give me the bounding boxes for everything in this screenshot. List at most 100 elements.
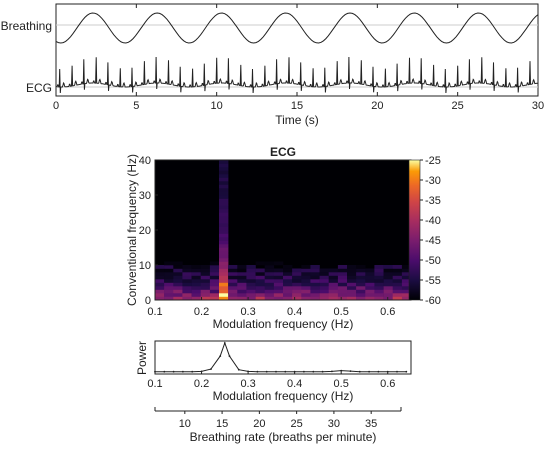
heatmap-cell xyxy=(246,282,256,287)
breathing-rate-ticks: 10 15 20 25 30 35 xyxy=(154,407,402,430)
time-tick-label: 20 xyxy=(371,100,383,112)
heatmap-cell xyxy=(319,275,329,280)
heatmap-cell xyxy=(273,296,284,301)
heatmap-cell xyxy=(164,289,174,294)
heatmap-cell xyxy=(219,237,229,241)
power-point xyxy=(368,370,370,373)
heatmap-cell xyxy=(255,279,265,283)
heatmap-cell xyxy=(219,188,229,192)
heatmap-cell xyxy=(246,279,256,283)
heatmap-cell xyxy=(328,275,339,280)
heatmap-cell xyxy=(365,293,375,297)
colorbar-tick-label: -45 xyxy=(425,235,441,247)
heatmap-cell xyxy=(219,177,229,182)
heatmap-cell xyxy=(191,272,201,276)
heatmap-cell xyxy=(383,279,393,283)
heatmap-cell xyxy=(182,279,192,283)
heatmap-cell xyxy=(209,286,220,290)
heatmap-cell xyxy=(283,289,293,294)
heatmap-cell xyxy=(328,282,339,287)
power-point xyxy=(172,370,175,373)
heatmap-cell xyxy=(292,272,302,276)
heatmap-cell xyxy=(310,282,320,287)
power-point xyxy=(396,370,398,373)
power-point xyxy=(223,342,226,344)
heatmap-cell xyxy=(337,293,348,297)
heatmap-cell xyxy=(328,289,339,294)
heatmap-title: ECG xyxy=(270,145,296,159)
heatmap-cell xyxy=(219,219,229,224)
heatmap-cell xyxy=(237,275,247,280)
heatmap-cell xyxy=(319,293,329,297)
power-point xyxy=(349,370,352,372)
heatmap-cell xyxy=(401,296,412,301)
heatmap-cell xyxy=(228,279,238,283)
heatmap-cell xyxy=(255,293,265,297)
heatmap-cell xyxy=(401,286,412,290)
heatmap-cell xyxy=(219,240,229,245)
heatmap-cell xyxy=(319,296,329,301)
heatmap-cell xyxy=(347,268,357,273)
heatmap-cell xyxy=(219,286,229,290)
heatmap-cell xyxy=(347,275,357,280)
heatmap-cell xyxy=(401,282,412,287)
heatmap-cell xyxy=(209,268,220,273)
heatmap-cell xyxy=(182,282,192,287)
heatmap-cell xyxy=(228,265,238,269)
heatmap-cell xyxy=(273,261,284,266)
heatmap-cell xyxy=(219,216,229,220)
heatmap-cell xyxy=(219,205,229,210)
time-axis-ticks: 0 5 10 15 20 25 30 xyxy=(53,4,544,112)
power-x-tick-label: 0.1 xyxy=(147,378,162,390)
heatmap-cell xyxy=(228,282,238,287)
heatmap-cell xyxy=(219,191,229,196)
heatmap-cell xyxy=(219,170,229,175)
heatmap-cell xyxy=(383,275,393,280)
heatmap-cell xyxy=(228,268,238,273)
heatmap-cell xyxy=(219,233,229,238)
heatmap-cell xyxy=(219,230,229,234)
heatmap-cell xyxy=(337,279,348,283)
power-point xyxy=(405,370,408,373)
heatmap-x-ticks: 0.1 0.2 0.3 0.4 0.5 0.6 xyxy=(147,297,395,318)
heatmap-cell xyxy=(173,268,183,273)
heatmap-cell xyxy=(237,293,247,297)
heatmap-cell xyxy=(255,268,265,273)
heatmap-cell xyxy=(200,279,211,283)
heatmap-cell xyxy=(337,289,348,294)
heatmap-cell xyxy=(237,282,247,287)
breathing-rate-tick-label: 20 xyxy=(253,418,265,430)
power-frame xyxy=(154,340,412,375)
heatmap-cell xyxy=(264,286,275,290)
heatmap-cell xyxy=(219,174,229,178)
heatmap-cell xyxy=(200,293,211,297)
heatmap-cell xyxy=(273,268,284,273)
heatmap-cell xyxy=(310,272,320,276)
heatmap-cell xyxy=(347,282,357,287)
heatmap-cell xyxy=(347,265,357,269)
heatmap-cell xyxy=(392,293,403,297)
heatmap-cell xyxy=(347,289,357,294)
heatmap-cell xyxy=(209,282,220,287)
heatmap-cell xyxy=(401,268,412,273)
heatmap-cell xyxy=(356,268,366,273)
heatmap-cell xyxy=(219,226,229,231)
heatmap-cell xyxy=(383,282,393,287)
heatmap-x-tick-label: 0.5 xyxy=(334,306,349,318)
heatmap-cell xyxy=(283,279,293,283)
power-x-label: Modulation frequency (Hz) xyxy=(213,389,354,403)
heatmap-cell xyxy=(182,293,192,297)
heatmap-cell xyxy=(255,275,265,280)
heatmap-cell xyxy=(164,296,174,301)
power-y-label: Power xyxy=(135,341,149,375)
heatmap-cell xyxy=(337,268,348,273)
heatmap-cell xyxy=(191,293,201,297)
heatmap-cell xyxy=(191,289,201,294)
heatmap-x-tick-label: 0.3 xyxy=(240,306,255,318)
heatmap-cell xyxy=(374,275,384,280)
heatmap-y-tick-label: 10 xyxy=(139,260,151,272)
heatmap-cell xyxy=(374,293,384,297)
heatmap-cell xyxy=(209,275,220,280)
time-tick-label: 10 xyxy=(211,100,223,112)
heatmap-y-tick-label: 0 xyxy=(145,295,151,307)
